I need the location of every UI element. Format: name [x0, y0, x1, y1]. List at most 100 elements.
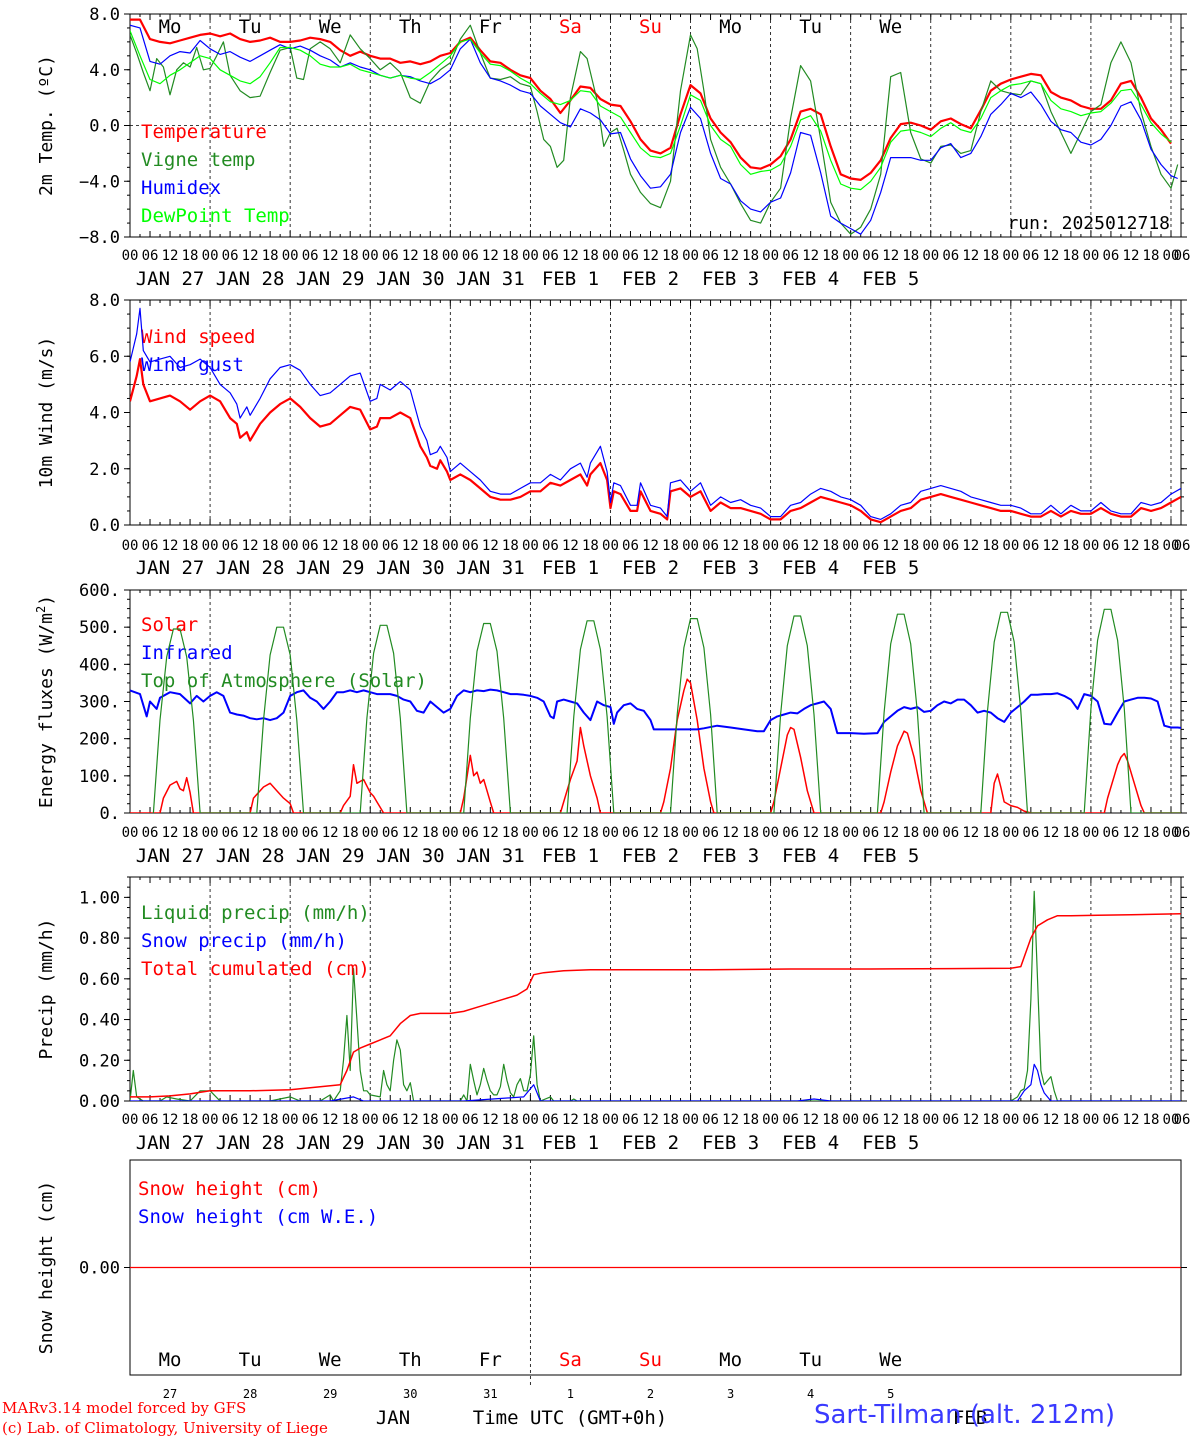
x-hour-label: 06	[702, 1112, 719, 1128]
x-hour-label: 00	[442, 825, 459, 841]
x-hour-label: 06	[382, 1112, 399, 1128]
day-number-label: 27	[163, 1387, 177, 1401]
x-hour-label: 18	[502, 248, 519, 264]
x-date-label: FEB 4	[782, 845, 839, 867]
x-hour-label: 06	[302, 825, 319, 841]
y-tick-label: 4.0	[89, 61, 120, 81]
x-hour-label: 12	[322, 538, 339, 554]
x-hour-label: 06	[622, 248, 639, 264]
x-hour-label: 12	[562, 538, 579, 554]
x-hour-label: 06	[782, 248, 799, 264]
x-hour-label: 18	[342, 248, 359, 264]
x-hour-label: 18	[902, 538, 919, 554]
x-hour-label: 06	[142, 1112, 159, 1128]
x-hour-label: 00	[682, 248, 699, 264]
x-hour-label: 18	[582, 248, 599, 264]
x-hour-label: 00	[202, 825, 219, 841]
day-number-label: 30	[403, 1387, 417, 1401]
x-hour-label: 18	[422, 1112, 439, 1128]
weekday-label: Su	[639, 1349, 662, 1371]
x-hour-label: 18	[742, 538, 759, 554]
x-hour-label: 12	[482, 825, 499, 841]
x-hour-label: 06	[622, 1112, 639, 1128]
x-hour-label: 06	[942, 538, 959, 554]
x-hour-label: 06	[542, 825, 559, 841]
x-hour-label: 12	[162, 1112, 179, 1128]
x-date-label: JAN 28	[216, 1132, 285, 1154]
x-date-label: JAN 30	[376, 268, 445, 290]
x-date-label: JAN 27	[136, 845, 205, 867]
x-hour-label: 00	[1082, 538, 1099, 554]
x-date-label: FEB 1	[542, 845, 599, 867]
y-tick-label: 0.60	[79, 970, 120, 990]
x-date-label: JAN 30	[376, 557, 445, 579]
x-hour-label: 06	[382, 248, 399, 264]
x-hour-label: 00	[442, 538, 459, 554]
x-hour-label: 18	[1062, 1112, 1079, 1128]
y-tick-label: 500.	[79, 618, 120, 638]
x-hour-label: 00	[762, 538, 779, 554]
x-hour-label: 00	[1163, 825, 1180, 841]
x-hour-label: 12	[642, 825, 659, 841]
x-hour-label: 00	[922, 1112, 939, 1128]
weekday-label: Sa	[559, 16, 582, 38]
x-hour-label: 00	[522, 248, 539, 264]
x-hour-label: 18	[1062, 248, 1079, 264]
x-hour-label: 12	[962, 538, 979, 554]
x-hour-label: 12	[1042, 825, 1059, 841]
x-hour-label: 00	[842, 538, 859, 554]
y-tick-label: 0.00	[79, 1092, 120, 1112]
weekday-label: Su	[639, 16, 662, 38]
x-hour-label: 06	[782, 1112, 799, 1128]
x-hour-label: 12	[882, 248, 899, 264]
x-date-label: FEB 3	[702, 268, 759, 290]
x-hour-label: 00	[202, 538, 219, 554]
x-hour-label: 18	[582, 1112, 599, 1128]
x-hour-label: 00	[202, 1112, 219, 1128]
weekday-label: Tu	[799, 1349, 822, 1371]
x-hour-label: 00	[922, 825, 939, 841]
x-date-label: JAN 31	[456, 845, 525, 867]
plot-frame	[129, 299, 1182, 526]
x-hour-label: 00	[762, 1112, 779, 1128]
x-hour-label: 12	[562, 248, 579, 264]
x-hour-label: 06	[1103, 825, 1120, 841]
x-hour-label: 00	[442, 248, 459, 264]
x-hour-label: 12	[802, 538, 819, 554]
x-hour-label: 00	[682, 825, 699, 841]
x-hour-label: 12	[1042, 538, 1059, 554]
x-hour-label: 12	[162, 538, 179, 554]
month-label: FEB	[953, 1407, 987, 1429]
x-hour-label: 06	[702, 248, 719, 264]
x-hour-label: 12	[1042, 1112, 1059, 1128]
x-hour-label: 06	[462, 825, 479, 841]
x-hour-label: 18	[742, 825, 759, 841]
x-hour-label: 00	[282, 1112, 299, 1128]
x-hour-label: 00	[442, 1112, 459, 1128]
month-label: JAN	[376, 1407, 410, 1429]
x-hour-label: 12	[962, 248, 979, 264]
y-axis-label: Snow height (cm)	[36, 1181, 57, 1354]
legend-entry: Humidex	[141, 177, 221, 199]
x-hour-label: 18	[662, 538, 679, 554]
x-hour-label: 06	[782, 538, 799, 554]
series-line-solar	[130, 678, 1181, 813]
y-tick-label: 0.80	[79, 929, 120, 949]
x-hour-label: 18	[422, 825, 439, 841]
x-hour-label: 18	[822, 538, 839, 554]
x-hour-label: 06	[142, 538, 159, 554]
panel-energy: 600.500.400.300.200.100.0.00 06 12 18 00 06 12…	[34, 581, 1190, 867]
x-hour-label: 18	[1062, 538, 1079, 554]
x-hour-label: 00	[682, 1112, 699, 1128]
x-hour-label: 06	[702, 825, 719, 841]
y-tick-label: 600.	[79, 581, 120, 601]
x-hour-label: 06	[1022, 538, 1039, 554]
series-line-dewpoint-temp	[130, 30, 1172, 191]
series-line-temperature	[130, 18, 1172, 181]
x-hour-label: 00	[602, 538, 619, 554]
x-hour-label: 12	[322, 248, 339, 264]
y-tick-label: 4.0	[89, 404, 120, 424]
x-hour-label: 12	[802, 825, 819, 841]
x-date-label: JAN 31	[456, 268, 525, 290]
legend-entry: Total cumulated (cm)	[141, 958, 370, 980]
